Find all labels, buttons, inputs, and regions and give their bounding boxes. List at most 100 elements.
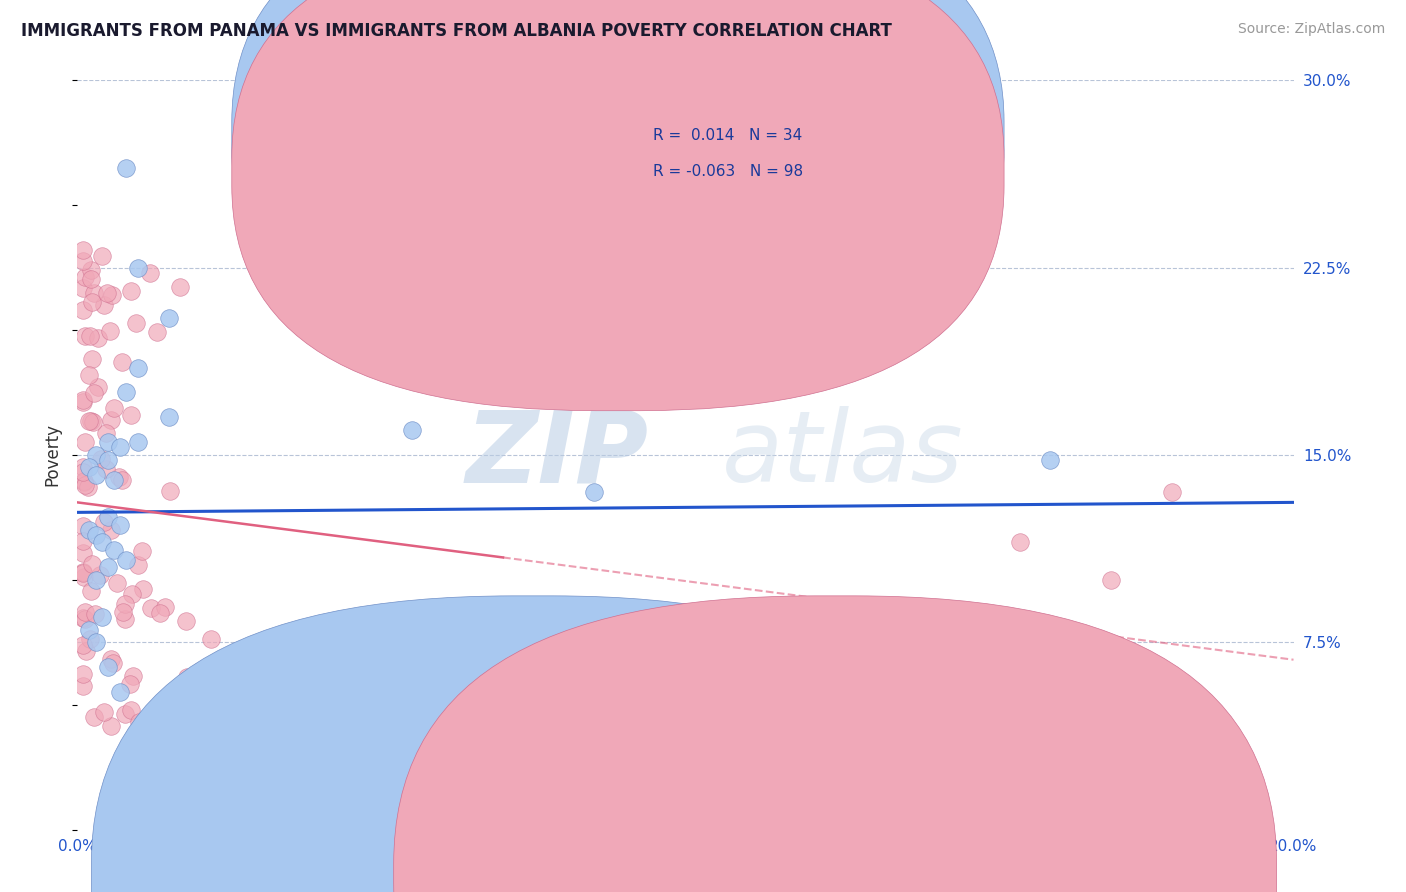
- Point: [127, 360, 149, 375]
- Point: [84, 528, 107, 542]
- Point: [100, 413, 122, 427]
- Text: R = -0.063   N = 98: R = -0.063 N = 98: [652, 164, 803, 179]
- Point: [94, 461, 117, 475]
- Point: [131, 543, 153, 558]
- Point: [72, 566, 94, 581]
- Point: [73, 478, 96, 492]
- Point: [108, 685, 131, 699]
- Point: [79, 460, 101, 475]
- Point: [98, 324, 121, 338]
- Point: [90, 535, 112, 549]
- Point: [91, 249, 114, 263]
- Point: [80, 583, 103, 598]
- Point: [72, 475, 94, 489]
- Point: [583, 485, 606, 500]
- Point: [83, 286, 105, 301]
- Point: [120, 284, 142, 298]
- Point: [79, 623, 101, 637]
- Point: [79, 632, 101, 646]
- Point: [90, 610, 112, 624]
- Point: [79, 329, 101, 343]
- Text: ZIP: ZIP: [465, 407, 650, 503]
- Point: [122, 669, 145, 683]
- Point: [97, 510, 120, 524]
- Point: [75, 612, 97, 626]
- Point: [72, 519, 94, 533]
- Text: IMMIGRANTS FROM PANAMA VS IMMIGRANTS FROM ALBANIA POVERTY CORRELATION CHART: IMMIGRANTS FROM PANAMA VS IMMIGRANTS FRO…: [21, 22, 891, 40]
- Point: [188, 665, 211, 679]
- Point: [72, 254, 94, 268]
- Point: [103, 401, 125, 416]
- Y-axis label: Poverty: Poverty: [44, 424, 62, 486]
- Point: [72, 243, 94, 257]
- Point: [194, 685, 217, 699]
- Point: [157, 410, 180, 425]
- Point: [72, 465, 94, 479]
- Point: [157, 310, 180, 325]
- Point: [79, 263, 101, 277]
- Point: [72, 679, 94, 693]
- Point: [87, 380, 110, 394]
- Point: [105, 576, 128, 591]
- Point: [83, 710, 105, 724]
- Point: [80, 557, 103, 571]
- FancyBboxPatch shape: [569, 103, 856, 204]
- Point: [79, 523, 101, 537]
- Point: [100, 652, 122, 666]
- Point: [80, 295, 103, 310]
- Point: [194, 698, 217, 712]
- Point: [1039, 453, 1062, 467]
- Point: [111, 354, 134, 368]
- Point: [79, 414, 101, 428]
- Point: [159, 484, 181, 499]
- Point: [84, 467, 107, 482]
- Point: [114, 707, 136, 722]
- Point: [111, 605, 134, 619]
- Point: [84, 635, 107, 649]
- Point: [84, 607, 107, 621]
- Point: [97, 660, 120, 674]
- Point: [120, 703, 142, 717]
- Point: [72, 392, 94, 407]
- Point: [101, 656, 124, 670]
- Point: [72, 611, 94, 625]
- Text: R =  0.014   N = 34: R = 0.014 N = 34: [652, 128, 801, 144]
- Point: [115, 161, 138, 175]
- Point: [72, 395, 94, 409]
- Point: [108, 517, 131, 532]
- Point: [93, 515, 115, 529]
- Point: [96, 285, 118, 300]
- Point: [90, 452, 112, 467]
- Point: [461, 253, 484, 268]
- Point: [72, 280, 94, 294]
- Point: [93, 705, 115, 719]
- Point: [75, 644, 97, 658]
- Point: [80, 272, 103, 286]
- Point: [72, 569, 94, 583]
- Point: [176, 670, 198, 684]
- Point: [75, 434, 97, 449]
- Point: [77, 368, 100, 382]
- Point: [100, 719, 122, 733]
- Point: [127, 260, 149, 275]
- Point: [114, 612, 136, 626]
- Point: [125, 316, 148, 330]
- Point: [73, 329, 96, 343]
- Point: [120, 409, 142, 423]
- Text: atlas: atlas: [721, 407, 963, 503]
- Point: [583, 348, 606, 362]
- Point: [83, 386, 105, 401]
- Point: [82, 415, 104, 429]
- Point: [73, 269, 96, 284]
- Point: [169, 280, 191, 294]
- Text: Immigrants from Panama: Immigrants from Panama: [506, 865, 740, 880]
- Point: [72, 303, 94, 318]
- Point: [1161, 485, 1184, 500]
- Point: [80, 351, 103, 366]
- Point: [139, 267, 162, 281]
- Point: [101, 288, 124, 302]
- Point: [146, 325, 169, 339]
- Point: [73, 474, 96, 488]
- Point: [72, 534, 94, 549]
- Point: [103, 542, 125, 557]
